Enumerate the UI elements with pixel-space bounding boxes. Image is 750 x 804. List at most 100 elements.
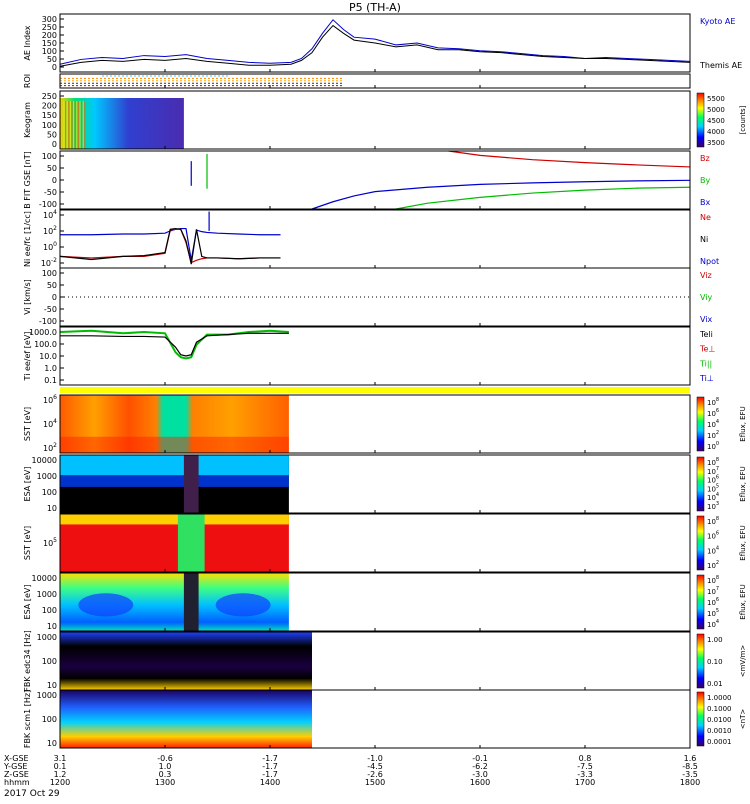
colorbar-tick-label: 106 <box>707 597 719 607</box>
y-tick-label: 10000 <box>32 456 57 465</box>
x-axis-value: 1400 <box>260 778 280 787</box>
colorbar-tick-label: 107 <box>707 466 719 476</box>
y-axis-label: SST [eV] <box>23 526 32 560</box>
x-axis-value: 0.3 <box>159 770 172 779</box>
x-axis-value: -7.5 <box>577 762 593 771</box>
x-axis-value: -4.5 <box>367 762 383 771</box>
colorbar-tick-label: 108 <box>707 457 719 467</box>
x-axis-row-label: X-GSE <box>4 754 29 763</box>
y-tick-label: 10 <box>47 504 57 513</box>
y-tick-label: 50 <box>47 130 57 139</box>
colorbar-tick-label: 102 <box>707 560 719 570</box>
colorbar <box>696 456 705 512</box>
colorbar-tick-label: 106 <box>707 531 719 541</box>
y-tick-label: 100 <box>42 269 57 278</box>
spectrogram-gap <box>177 514 205 572</box>
colorbar <box>696 92 705 148</box>
y-axis-label: Ni ee/fc [1/cc] <box>23 211 32 267</box>
y-tick-label: 250 <box>42 92 57 101</box>
colorbar-label: [counts] <box>739 105 747 134</box>
y-tick-label: 100 <box>42 47 57 56</box>
y-tick-label: -100 <box>39 200 57 209</box>
y-axis-label: Keogram <box>23 102 32 138</box>
colorbar-tick-label: 3500 <box>707 139 725 147</box>
x-axis-value: 0.1 <box>54 762 67 771</box>
y-tick-label: 10000 <box>32 574 57 583</box>
x-axis-value: -3.5 <box>682 770 698 779</box>
x-axis-value: -1.7 <box>262 762 278 771</box>
legend-item: Viz <box>700 271 712 280</box>
colorbar-label: <nT> <box>739 709 747 730</box>
y-tick-label: 100 <box>42 488 57 497</box>
y-tick-label: 50 <box>47 281 57 290</box>
colorbar-tick-label: 1.0000 <box>707 694 732 702</box>
panel-esa-ion-omni: ESA [eV]10000 1000 100 10 108107106105104103… <box>23 454 747 514</box>
panel-frame <box>59 326 691 386</box>
x-axis-row-label: Z-GSE <box>4 770 29 779</box>
colorbar-tick-label: 104 <box>707 492 719 502</box>
legend-item: Viy <box>700 293 713 302</box>
y-tick-label: 0 <box>52 140 57 149</box>
colorbar-tick-label: 102 <box>707 430 719 440</box>
x-axis-value: 1500 <box>365 778 385 787</box>
x-axis-value: 1.2 <box>54 770 67 779</box>
legend-item: By <box>700 176 710 185</box>
colorbar-tick-label: 105 <box>707 608 719 618</box>
colorbar-tick-label: 0.0100 <box>707 716 732 724</box>
colorbar-tick-label: 1.00 <box>707 636 723 644</box>
spectrogram-blob <box>215 593 271 617</box>
x-axis-value: -1.7 <box>262 770 278 779</box>
y-tick-label: 0.1 <box>44 376 57 385</box>
colorbar-tick-label: 108 <box>707 397 719 407</box>
colorbar-tick-label: 0.10 <box>707 658 723 666</box>
y-axis-label: SST [eV] <box>23 407 32 441</box>
panel-fbk-scm: FBK scm1 [Hz] 1000 100 10 1.0000 0.1000 0.0100… <box>23 689 747 749</box>
colorbar <box>696 633 705 689</box>
colorbar-tick-label: 4000 <box>707 128 725 136</box>
colorbar-tick-label: 104 <box>707 419 719 429</box>
x-axis-value: -3.0 <box>472 770 488 779</box>
x-axis-ephemeris: X-GSEY-GSEZ-GSEhhmm3.10.11.21200-0.61.00… <box>3 754 700 787</box>
colorbar-tick-label: 0.01 <box>707 680 723 688</box>
panel-velocity: Vi [km/s] 100 50 0 -50 -100 Viz Viy Vix <box>23 267 713 327</box>
x-axis-value: 1800 <box>680 778 700 787</box>
legend-item: Bz <box>700 154 710 163</box>
spectrogram-high-band <box>60 455 289 476</box>
panel-fbk-edc: FBK edc34 [Hz] 1000 100 10 1.00 0.10 0.01 <mV/m… <box>23 630 747 691</box>
y-tick-label: -100 <box>39 317 57 326</box>
x-axis-value: 1300 <box>155 778 175 787</box>
colorbar-tick-label: 106 <box>707 475 719 485</box>
colorbar-tick-label: 0.0001 <box>707 738 732 746</box>
panel-frame <box>59 267 691 327</box>
spectrogram-image <box>60 395 289 453</box>
panel-frame <box>59 209 691 269</box>
x-axis-value: -6.2 <box>472 762 488 771</box>
x-axis-value: -2.6 <box>367 770 383 779</box>
x-axis-value: 1700 <box>575 778 595 787</box>
spectrogram-blob <box>78 593 134 617</box>
y-tick-label: 0 <box>52 63 57 72</box>
plot-title: P5 (TH-A) <box>349 1 401 14</box>
legend-item: Ti⊥ <box>699 374 714 383</box>
y-tick-label: 1.0 <box>44 364 57 373</box>
x-axis-value: 1600 <box>470 778 490 787</box>
x-axis-value: 3.1 <box>54 754 67 763</box>
y-axis-label: Ti ee/ef [eV] <box>23 332 32 382</box>
x-axis-value: -8.5 <box>682 762 698 771</box>
date-label: 2017 Oct 29 <box>4 789 60 799</box>
legend-item: Ti|| <box>699 359 712 368</box>
y-tick-label: 1000 <box>37 633 57 642</box>
spectrogram-low-band <box>60 436 289 453</box>
x-axis-row-label: hhmm <box>4 778 30 787</box>
legend-item: Vix <box>700 315 713 324</box>
y-tick-label: 106 <box>43 394 57 405</box>
colorbar-label: Eflux, EFU <box>739 584 747 619</box>
legend-item: Ne <box>700 213 711 222</box>
colorbar-tick-label: 0.0010 <box>707 727 732 735</box>
spectrogram-mid-band <box>60 475 289 487</box>
spectrogram-image <box>60 690 312 748</box>
y-tick-label: -50 <box>44 305 57 314</box>
legend-item: Npot <box>700 257 719 266</box>
y-axis-label: AE Index <box>23 25 32 60</box>
